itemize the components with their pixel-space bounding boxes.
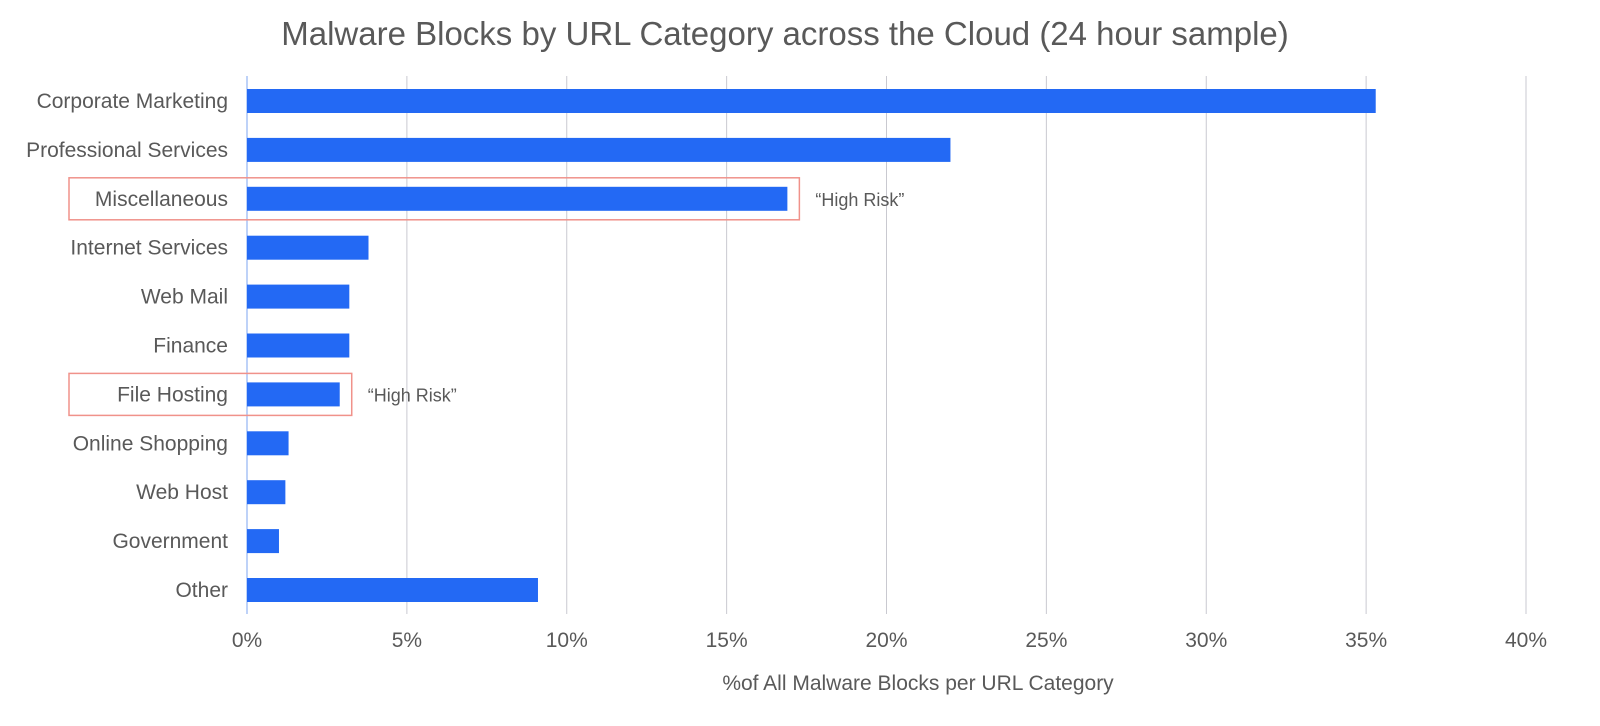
category-label: Government <box>112 530 228 553</box>
highlight-box <box>68 372 353 417</box>
x-tick-label: 0% <box>232 629 262 652</box>
category-label: Miscellaneous <box>95 188 228 211</box>
bar <box>247 529 279 554</box>
category-label: Finance <box>153 335 228 358</box>
bar <box>247 284 350 309</box>
category-label: Internet Services <box>70 237 228 260</box>
x-tick-label: 10% <box>546 629 588 652</box>
annotation-layer: “High Risk” “High Risk” <box>368 190 905 406</box>
x-axis-label: %of All Malware Blocks per URL Category <box>722 672 1114 695</box>
bar <box>247 333 350 358</box>
chart-title: Malware Blocks by URL Category across th… <box>281 15 1289 52</box>
x-tick-label: 35% <box>1345 629 1387 652</box>
bar <box>247 235 369 260</box>
bar <box>247 578 538 602</box>
bar <box>247 480 286 505</box>
category-label: File Hosting <box>117 383 228 406</box>
category-labels: Corporate Marketing Professional Services… <box>26 90 228 602</box>
x-tick-label: 15% <box>706 629 748 652</box>
bar <box>247 186 788 211</box>
category-label: Other <box>175 579 228 602</box>
x-tick-label: 5% <box>392 629 422 652</box>
x-tick-label: 40% <box>1505 629 1547 652</box>
bar <box>247 431 289 456</box>
bar-layer <box>247 89 1376 602</box>
x-tick-label: 25% <box>1025 629 1067 652</box>
bar <box>247 382 340 407</box>
highlight-layer <box>68 177 801 417</box>
x-tick-labels: 0% 5% 10% 15% 20% 25% 30% 35% 40% <box>232 629 1547 652</box>
category-label: Web Host <box>136 481 228 504</box>
category-label: Web Mail <box>141 286 228 309</box>
highlight-box <box>68 177 801 221</box>
x-tick-label: 20% <box>865 629 907 652</box>
annotation-label: “High Risk” <box>815 190 904 210</box>
bar <box>247 137 951 162</box>
annotation-label: “High Risk” <box>368 385 457 405</box>
category-label: Online Shopping <box>73 432 228 455</box>
category-label: Professional Services <box>26 139 228 162</box>
x-tick-label: 30% <box>1185 629 1227 652</box>
bar <box>247 89 1376 113</box>
category-label: Corporate Marketing <box>37 90 228 113</box>
